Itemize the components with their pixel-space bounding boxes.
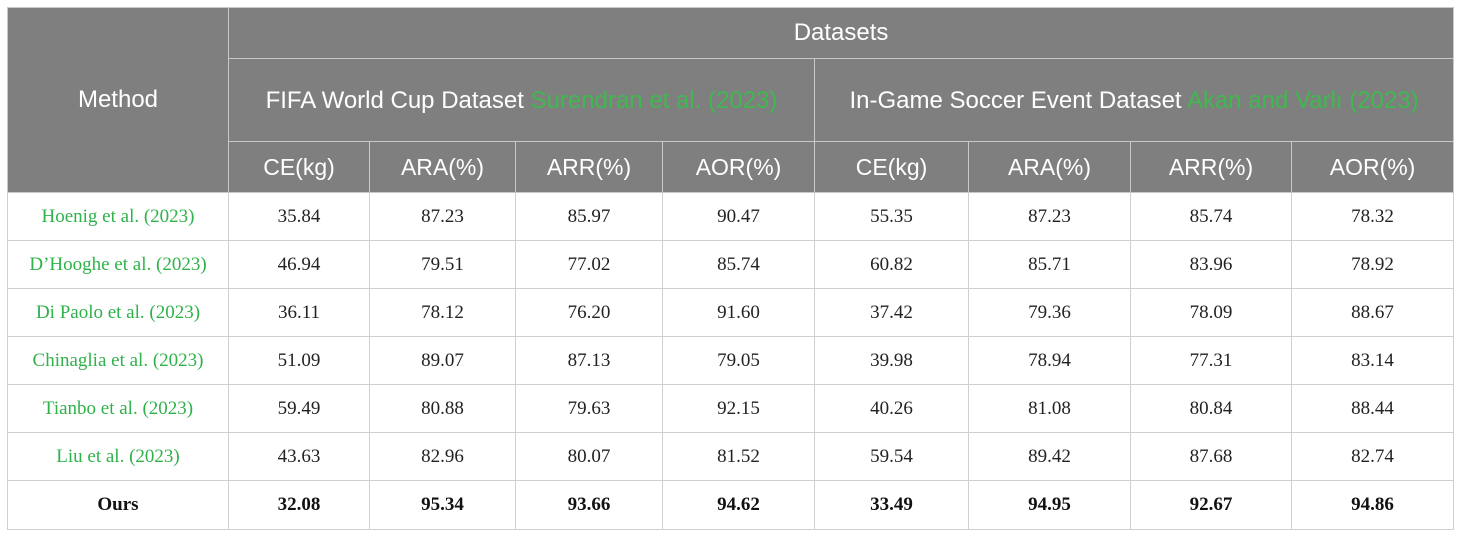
- method-cell[interactable]: Hoenig et al. (2023): [7, 192, 229, 241]
- value-cell: 83.14: [1290, 336, 1455, 385]
- value-cell: 59.54: [814, 432, 969, 481]
- value-cell: 94.95: [968, 480, 1131, 530]
- results-table-container: Method Datasets FIFA World Cup Dataset S…: [7, 7, 1455, 530]
- value-cell: 40.26: [814, 384, 969, 433]
- fifa-dataset-name: FIFA World Cup Dataset: [265, 86, 524, 114]
- ingame-dataset-header: In-Game Soccer Event Dataset Akan and Va…: [813, 58, 1455, 142]
- value-cell: 95.34: [369, 480, 516, 530]
- value-cell: 85.74: [1130, 192, 1292, 241]
- ingame-dataset-citation[interactable]: Akan and Varlı (2023): [1186, 86, 1419, 114]
- value-cell: 80.88: [369, 384, 516, 433]
- value-cell: 81.08: [968, 384, 1131, 433]
- value-cell: 85.74: [662, 240, 815, 289]
- value-cell: 89.42: [968, 432, 1131, 481]
- method-cell: Ours: [7, 480, 229, 530]
- value-cell: 78.94: [968, 336, 1131, 385]
- metric-header-row: CE(kg) ARA(%) ARR(%) AOR(%) CE(kg) ARA(%…: [8, 141, 1455, 193]
- value-cell: 89.07: [369, 336, 516, 385]
- table-row: Tianbo et al. (2023) 59.49 80.88 79.63 92.15…: [7, 384, 1455, 433]
- value-cell: 60.82: [814, 240, 969, 289]
- value-cell: 33.49: [814, 480, 969, 530]
- table-row: Liu et al. (2023) 43.63 82.96 80.07 81.52 59.…: [7, 432, 1455, 481]
- value-cell: 87.13: [515, 336, 663, 385]
- value-cell: 55.35: [814, 192, 969, 241]
- table-row: Ours 32.08 95.34 93.66 94.62 33.49 94.95 92.67 9…: [7, 480, 1455, 530]
- metric-header: ARA(%): [968, 141, 1131, 193]
- value-cell: 91.60: [662, 288, 815, 337]
- table-header: Method Datasets FIFA World Cup Dataset S…: [7, 7, 1455, 193]
- value-cell: 78.92: [1290, 240, 1455, 289]
- value-cell: 51.09: [228, 336, 370, 385]
- method-header: Method: [7, 7, 229, 193]
- value-cell: 87.68: [1130, 432, 1292, 481]
- value-cell: 80.07: [515, 432, 663, 481]
- metric-header: AOR(%): [1290, 141, 1455, 193]
- datasets-header: Datasets: [227, 7, 1455, 59]
- value-cell: 80.84: [1130, 384, 1292, 433]
- value-cell: 85.97: [515, 192, 663, 241]
- table-row: D’Hooghe et al. (2023) 46.94 79.51 77.02 85.…: [7, 240, 1455, 289]
- value-cell: 92.15: [662, 384, 815, 433]
- value-cell: 87.23: [968, 192, 1131, 241]
- value-cell: 83.96: [1130, 240, 1292, 289]
- metric-header: ARR(%): [1130, 141, 1292, 193]
- ingame-dataset-name: In-Game Soccer Event Dataset: [849, 86, 1182, 114]
- metric-header: CE(kg): [228, 141, 370, 193]
- value-cell: 59.49: [228, 384, 370, 433]
- value-cell: 37.42: [814, 288, 969, 337]
- value-cell: 94.86: [1290, 480, 1455, 530]
- value-cell: 78.32: [1290, 192, 1455, 241]
- table-row: Hoenig et al. (2023) 35.84 87.23 85.97 90.47…: [7, 192, 1455, 241]
- value-cell: 79.05: [662, 336, 815, 385]
- value-cell: 87.23: [369, 192, 516, 241]
- value-cell: 35.84: [228, 192, 370, 241]
- fifa-dataset-citation[interactable]: Surendran et al. (2023): [530, 86, 778, 114]
- results-table: Method Datasets FIFA World Cup Dataset S…: [7, 7, 1455, 530]
- value-cell: 81.52: [662, 432, 815, 481]
- value-cell: 92.67: [1130, 480, 1292, 530]
- method-cell[interactable]: D’Hooghe et al. (2023): [7, 240, 229, 289]
- value-cell: 79.36: [968, 288, 1131, 337]
- value-cell: 77.31: [1130, 336, 1292, 385]
- method-cell[interactable]: Liu et al. (2023): [7, 432, 229, 481]
- value-cell: 36.11: [228, 288, 370, 337]
- metric-header: AOR(%): [662, 141, 815, 193]
- value-cell: 79.51: [369, 240, 516, 289]
- value-cell: 43.63: [228, 432, 370, 481]
- metric-header: ARA(%): [369, 141, 516, 193]
- value-cell: 78.12: [369, 288, 516, 337]
- value-cell: 39.98: [814, 336, 969, 385]
- metric-header: ARR(%): [515, 141, 663, 193]
- value-cell: 32.08: [228, 480, 370, 530]
- table-row: Chinaglia et al. (2023) 51.09 89.07 87.13 79…: [7, 336, 1455, 385]
- value-cell: 46.94: [228, 240, 370, 289]
- value-cell: 78.09: [1130, 288, 1292, 337]
- value-cell: 82.96: [369, 432, 516, 481]
- value-cell: 88.44: [1290, 384, 1455, 433]
- method-cell[interactable]: Tianbo et al. (2023): [7, 384, 229, 433]
- value-cell: 88.67: [1290, 288, 1455, 337]
- value-cell: 76.20: [515, 288, 663, 337]
- value-cell: 77.02: [515, 240, 663, 289]
- metric-header: CE(kg): [814, 141, 969, 193]
- fifa-dataset-header: FIFA World Cup Dataset Surendran et al. …: [228, 58, 815, 142]
- value-cell: 85.71: [968, 240, 1131, 289]
- value-cell: 82.74: [1290, 432, 1455, 481]
- value-cell: 79.63: [515, 384, 663, 433]
- method-cell[interactable]: Chinaglia et al. (2023): [7, 336, 229, 385]
- value-cell: 90.47: [662, 192, 815, 241]
- table-row: Di Paolo et al. (2023) 36.11 78.12 76.20 91.…: [7, 288, 1455, 337]
- table-body: Hoenig et al. (2023) 35.84 87.23 85.97 90.47…: [7, 192, 1455, 530]
- value-cell: 94.62: [662, 480, 815, 530]
- method-cell[interactable]: Di Paolo et al. (2023): [7, 288, 229, 337]
- value-cell: 93.66: [515, 480, 663, 530]
